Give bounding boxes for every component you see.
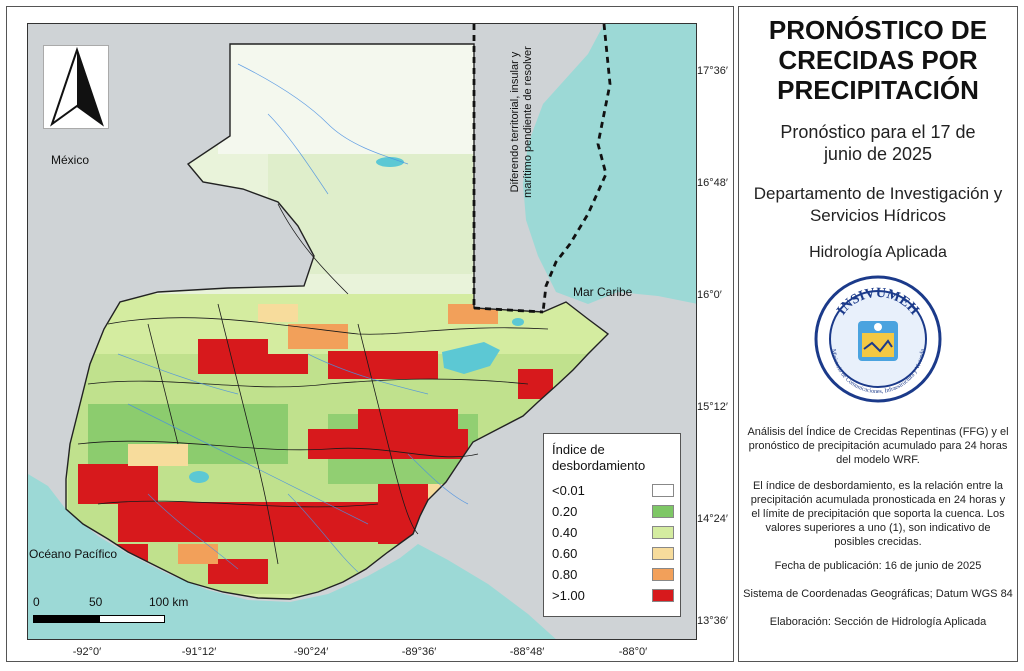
legend-swatch — [652, 505, 674, 518]
scale-segment-light — [99, 615, 165, 623]
lat-label: 17°36′ — [697, 65, 728, 77]
watershed-boundaries — [77, 203, 549, 565]
publication-date: Fecha de publicación: 16 de junio de 202… — [774, 560, 982, 572]
scale-label-zero: 0 — [33, 595, 40, 609]
caribbean-sea — [523, 24, 696, 304]
legend-label: 0.40 — [552, 525, 578, 540]
lon-label: -88°48′ — [509, 646, 545, 658]
lon-label: -89°36′ — [401, 646, 437, 658]
map-frame: México Mar Caribe Océano Pacífico Difere… — [6, 6, 734, 662]
legend-row: <0.01 — [552, 480, 674, 501]
guatemala-border — [65, 43, 610, 600]
coordinate-system: Sistema de Coordenadas Geográficas; Datu… — [743, 588, 1013, 600]
dispute-line-east — [541, 24, 612, 313]
lat-label: 13°36′ — [697, 615, 728, 627]
lat-label: 15°12′ — [697, 401, 728, 413]
legend-swatch — [652, 547, 674, 560]
page-title: PRONÓSTICO DE CRECIDAS POR PRECIPITACIÓN — [768, 15, 988, 105]
scale-label-hundred: 100 km — [149, 595, 189, 609]
forecast-date: Pronóstico para el 17 de junio de 2025 — [780, 122, 976, 164]
legend-label: 0.60 — [552, 546, 578, 561]
department-name: Departamento de Investigación y Servicio… — [753, 184, 1003, 225]
insivumeh-seal: INSIVUMEH Ministerio de Comunicaciones, … — [814, 275, 942, 403]
legend-row: 0.60 — [552, 543, 674, 564]
lake-peten-itza — [376, 157, 404, 167]
label-mexico: México — [51, 153, 90, 167]
legend-swatch — [652, 526, 674, 539]
legend-row: 0.20 — [552, 501, 674, 522]
rivers — [117, 63, 469, 573]
legend-row: >1.00 — [552, 585, 674, 606]
guatemala-map — [28, 24, 696, 639]
legend-title: Índice de desbordamiento — [552, 442, 646, 473]
credit-text: Elaboración: Sección de Hidrología Aplic… — [769, 616, 987, 628]
legend-label: >1.00 — [552, 588, 585, 603]
legend: Índice de desbordamiento <0.01 0.20 0.40… — [543, 433, 681, 617]
scale-label-fifty: 50 — [89, 595, 103, 609]
legend-row: 0.80 — [552, 564, 674, 585]
legend-label: 0.20 — [552, 504, 578, 519]
lon-label: -91°12′ — [181, 646, 217, 658]
description-text: El índice de desbordamiento, es la relac… — [750, 480, 1006, 548]
lake-small — [512, 318, 524, 326]
map-canvas[interactable] — [27, 23, 697, 640]
insivumeh-seal-icon: INSIVUMEH Ministerio de Comunicaciones, … — [814, 275, 942, 403]
dispute-line-south — [473, 306, 544, 314]
pacific-ocean — [28, 474, 556, 639]
lake-atitlan — [189, 471, 209, 483]
label-dispute: Diferendo territorial, insular y marítim… — [509, 46, 534, 198]
lat-label: 16°0′ — [697, 289, 722, 301]
lon-label: -88°0′ — [618, 646, 648, 658]
legend-label: <0.01 — [552, 483, 585, 498]
lake-izabal — [442, 342, 500, 374]
north-arrow-icon — [50, 46, 104, 127]
scale-bar: 0 50 100 km — [33, 595, 213, 631]
lon-label: -92°0′ — [72, 646, 102, 658]
legend-row: 0.40 — [552, 522, 674, 543]
legend-swatch — [652, 589, 674, 602]
lon-label: -90°24′ — [293, 646, 329, 658]
north-arrow — [43, 45, 109, 129]
lat-label: 14°24′ — [697, 513, 728, 525]
label-oceano-pacifico: Océano Pacífico — [29, 547, 118, 561]
lat-label: 16°48′ — [697, 177, 728, 189]
info-panel: PRONÓSTICO DE CRECIDAS POR PRECIPITACIÓN… — [738, 6, 1018, 662]
area-name: Hidrología Aplicada — [809, 244, 947, 261]
legend-swatch — [652, 568, 674, 581]
scale-segment-dark — [33, 615, 99, 623]
legend-swatch — [652, 484, 674, 497]
analysis-text: Análisis del Índice de Crecidas Repentin… — [747, 426, 1009, 466]
label-mar-caribe: Mar Caribe — [573, 285, 633, 299]
legend-label: 0.80 — [552, 567, 578, 582]
